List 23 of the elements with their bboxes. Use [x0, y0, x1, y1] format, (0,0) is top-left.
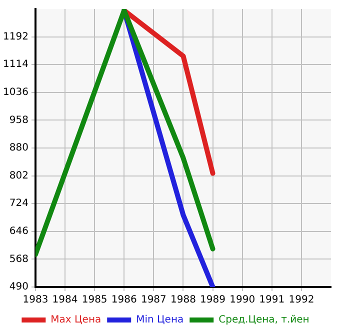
- y-tick-label: 1192: [2, 31, 28, 42]
- x-tick-label: 1991: [259, 294, 285, 306]
- legend-label: Max Цена: [50, 314, 102, 326]
- y-tick-label: 880: [9, 142, 28, 154]
- x-tick-label: 1983: [22, 294, 48, 306]
- legend-label: Сред.Цена, т.йен: [218, 314, 310, 326]
- x-tick-label: 1990: [230, 294, 256, 306]
- x-tick-label: 1987: [140, 294, 166, 306]
- x-tick-label: 1986: [111, 294, 137, 306]
- y-tick-label: 802: [9, 170, 28, 182]
- y-tick-label: 490: [9, 282, 28, 293]
- y-tick-label: 646: [9, 226, 28, 237]
- x-tick-label: 1984: [52, 294, 78, 306]
- legend-label: Min Цена: [136, 314, 184, 326]
- x-tick-label: 1988: [170, 294, 196, 306]
- y-tick-label: 724: [9, 198, 28, 210]
- x-tick-label: 1985: [82, 294, 108, 306]
- x-tick-label: 1989: [200, 294, 226, 306]
- y-tick-label: 568: [9, 254, 28, 265]
- y-tick-label: 1114: [2, 59, 28, 70]
- y-tick-label: 1036: [2, 86, 28, 98]
- y-tick-label: 958: [9, 114, 28, 126]
- x-tick-label: 1992: [288, 294, 314, 306]
